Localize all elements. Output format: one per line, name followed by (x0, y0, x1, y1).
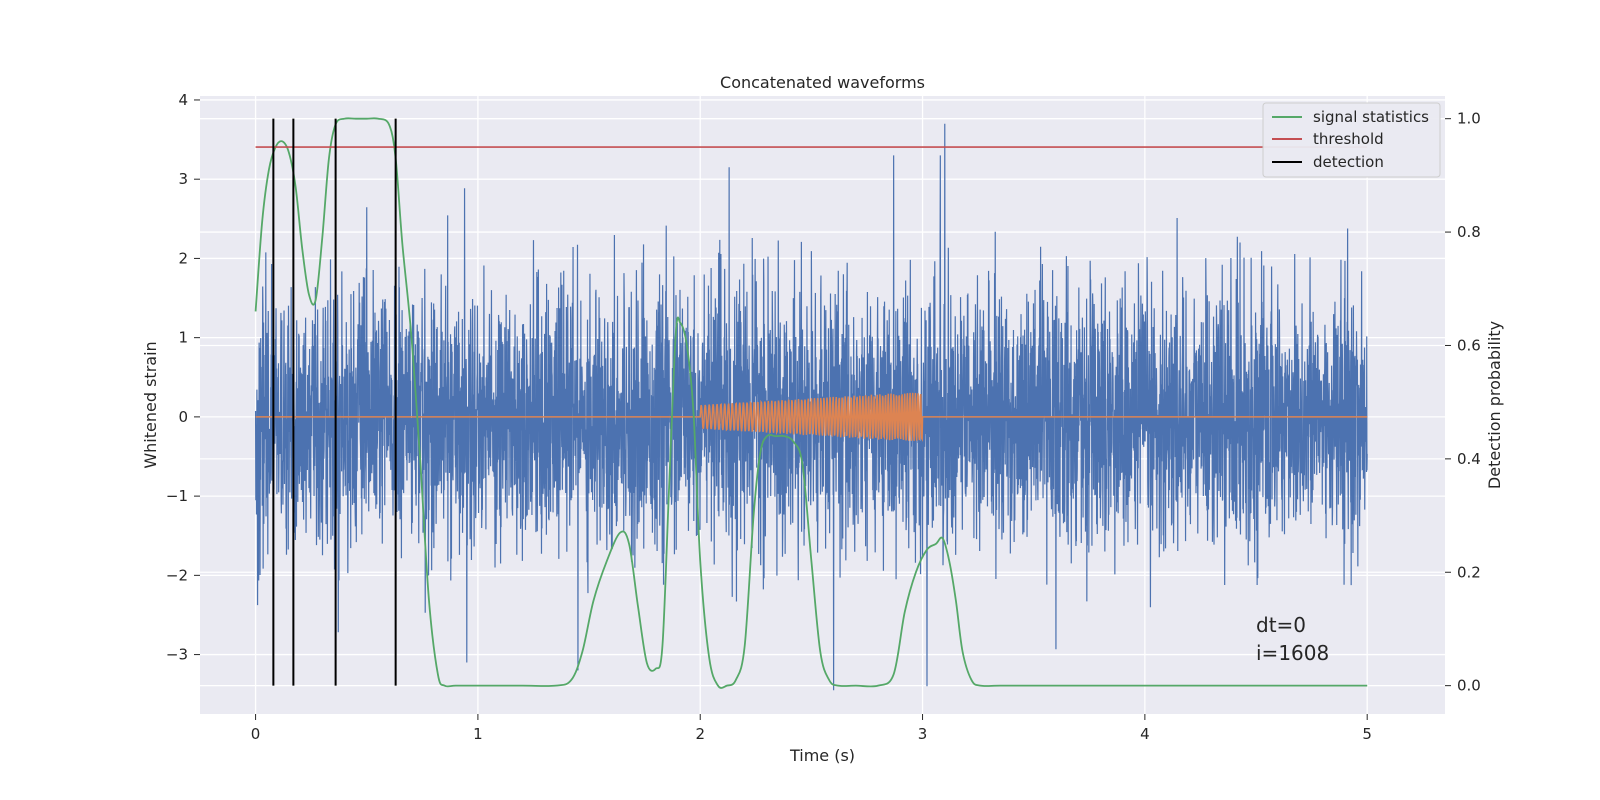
series-detection (272, 118, 397, 686)
y-right-tick-label: 0.6 (1457, 336, 1481, 354)
x-tick-label: 5 (1362, 725, 1372, 743)
y-axis-right-ticks: 0.0 0.2 0.4 0.6 0.8 1.0 (1445, 110, 1481, 695)
y-axis-right-label: Detection probability (1485, 321, 1504, 489)
chart-title: Concatenated waveforms (720, 73, 925, 92)
annotation-i: i=1608 (1256, 641, 1329, 665)
legend-box (1262, 102, 1441, 178)
series-signal-statistics (254, 117, 1368, 689)
x-tick-label: 3 (918, 725, 928, 743)
y-axis-left-ticks: −3 −2 −1 0 1 2 3 4 (166, 91, 200, 664)
chirp-line (255, 392, 1368, 442)
y-right-tick-label: 1.0 (1457, 110, 1481, 128)
y-left-tick-label: 2 (178, 249, 188, 267)
y-left-tick-label: 4 (178, 91, 188, 109)
annotation-dt: dt=0 (1256, 613, 1306, 637)
series-chirp (255, 392, 1368, 442)
y-right-tick-label: 0.4 (1457, 450, 1481, 468)
y-right-tick-label: 0.0 (1457, 677, 1481, 695)
x-tick-label: 1 (473, 725, 483, 743)
series-noise (254, 123, 1368, 691)
x-axis-ticks: 0 1 2 3 4 5 (251, 714, 1372, 743)
y-left-tick-label: −2 (166, 566, 188, 584)
legend: signal statistics threshold detection (1262, 102, 1441, 178)
noise-line (254, 123, 1368, 691)
y-left-tick-label: 1 (178, 329, 188, 347)
y-left-tick-label: 3 (178, 170, 188, 188)
y-left-tick-label: −1 (166, 487, 188, 505)
y-left-tick-label: 0 (178, 408, 188, 426)
y-right-tick-label: 0.2 (1457, 563, 1481, 581)
signal-statistics-line (254, 117, 1368, 689)
legend-label-signal-statistics: signal statistics (1313, 108, 1429, 126)
x-axis-label: Time (s) (789, 746, 855, 765)
legend-label-threshold: threshold (1313, 130, 1384, 148)
y-right-tick-label: 0.8 (1457, 223, 1481, 241)
x-tick-label: 0 (251, 725, 261, 743)
y-left-tick-label: −3 (166, 646, 188, 664)
x-tick-label: 4 (1140, 725, 1150, 743)
legend-label-detection: detection (1313, 153, 1384, 171)
y-axis-left-label: Whitened strain (141, 341, 160, 468)
x-tick-label: 2 (695, 725, 705, 743)
